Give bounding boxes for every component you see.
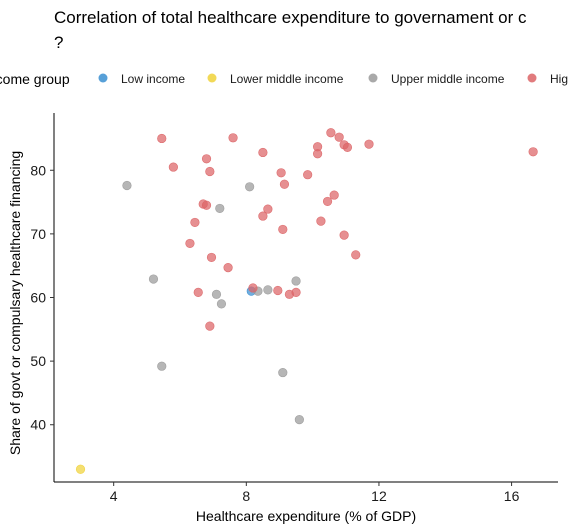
data-point [245, 182, 255, 192]
data-point [201, 154, 212, 164]
data-point [258, 147, 268, 158]
data-point [278, 224, 288, 235]
y-axis-title: Share of govt or compulsary healthcare f… [7, 151, 23, 455]
data-point [205, 321, 215, 331]
legend-label: Upper middle income [391, 72, 505, 86]
legend: Income group Low income Lower middle inco… [0, 71, 568, 87]
data-point [75, 464, 86, 474]
data-point [193, 287, 203, 298]
data-point [157, 133, 167, 144]
data-point [339, 230, 349, 240]
data-point [279, 179, 290, 189]
data-point [313, 149, 323, 159]
data-point [329, 190, 339, 200]
chart-title-line-2: ? [54, 33, 63, 52]
legend-key [368, 73, 378, 83]
legend-label: Lower middle income [230, 72, 344, 86]
data-point [258, 211, 268, 221]
legend-key [207, 73, 217, 83]
data-point [294, 415, 304, 425]
data-point [201, 200, 212, 210]
chart-title-line-1: Correlation of total healthcare expendit… [54, 8, 527, 27]
data-point [316, 216, 326, 226]
x-axis-ticks: 4 8 12 16 [110, 482, 520, 504]
data-point [291, 287, 301, 298]
data-point [263, 285, 273, 295]
data-point [278, 367, 288, 378]
data-point [185, 238, 195, 249]
data-point [206, 252, 217, 263]
data-point [273, 285, 283, 296]
data-point [248, 283, 258, 293]
data-point [122, 180, 132, 191]
data-point [223, 262, 233, 273]
data-point [322, 196, 333, 207]
plot-area: 4 8 12 16 40 50 60 70 80 [30, 113, 558, 504]
y-tick-label: 80 [30, 162, 46, 178]
legend-label: Low income [121, 72, 185, 86]
legend-title: Income group [0, 71, 70, 87]
data-point [216, 299, 227, 309]
y-tick-label: 40 [30, 417, 46, 433]
y-tick-label: 70 [30, 226, 46, 242]
data-point [342, 142, 353, 152]
y-axis-ticks: 40 50 60 70 80 [30, 162, 54, 433]
data-point [528, 147, 538, 157]
data-point [351, 250, 361, 260]
data-point [148, 274, 159, 284]
data-point [263, 204, 273, 214]
data-point [190, 217, 200, 228]
data-point [215, 203, 225, 214]
x-tick-label: 16 [504, 488, 520, 504]
x-tick-label: 4 [110, 488, 118, 504]
data-points [75, 128, 538, 474]
y-tick-label: 50 [30, 353, 46, 369]
x-axis-title: Healthcare expenditure (% of GDP) [196, 508, 416, 524]
legend-key [527, 73, 537, 83]
y-tick-label: 60 [30, 290, 46, 306]
x-tick-label: 12 [371, 488, 387, 504]
data-point [228, 133, 238, 143]
data-point [276, 168, 286, 178]
data-point [364, 139, 374, 149]
data-point [303, 170, 313, 180]
legend-key [98, 73, 108, 83]
data-point [211, 289, 222, 299]
data-point [334, 132, 344, 142]
data-point [326, 128, 336, 138]
data-point [205, 166, 215, 177]
legend-label: High income [550, 72, 568, 86]
data-point [291, 276, 301, 286]
data-point [168, 162, 178, 172]
data-point [157, 361, 167, 371]
x-tick-label: 8 [242, 488, 250, 504]
